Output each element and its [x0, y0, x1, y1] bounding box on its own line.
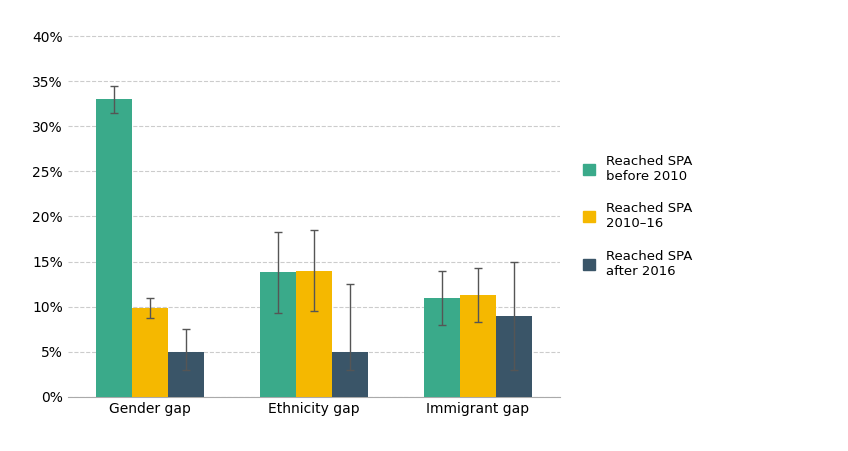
Bar	[131, 308, 168, 397]
Bar	[259, 272, 296, 397]
Bar	[332, 352, 368, 397]
Bar	[96, 99, 131, 397]
Legend: Reached SPA
before 2010, Reached SPA
2010–16, Reached SPA
after 2016: Reached SPA before 2010, Reached SPA 201…	[583, 155, 692, 278]
Bar	[496, 316, 532, 397]
Bar	[424, 298, 460, 397]
Bar	[460, 295, 496, 397]
Bar	[296, 271, 332, 397]
Bar	[168, 352, 204, 397]
